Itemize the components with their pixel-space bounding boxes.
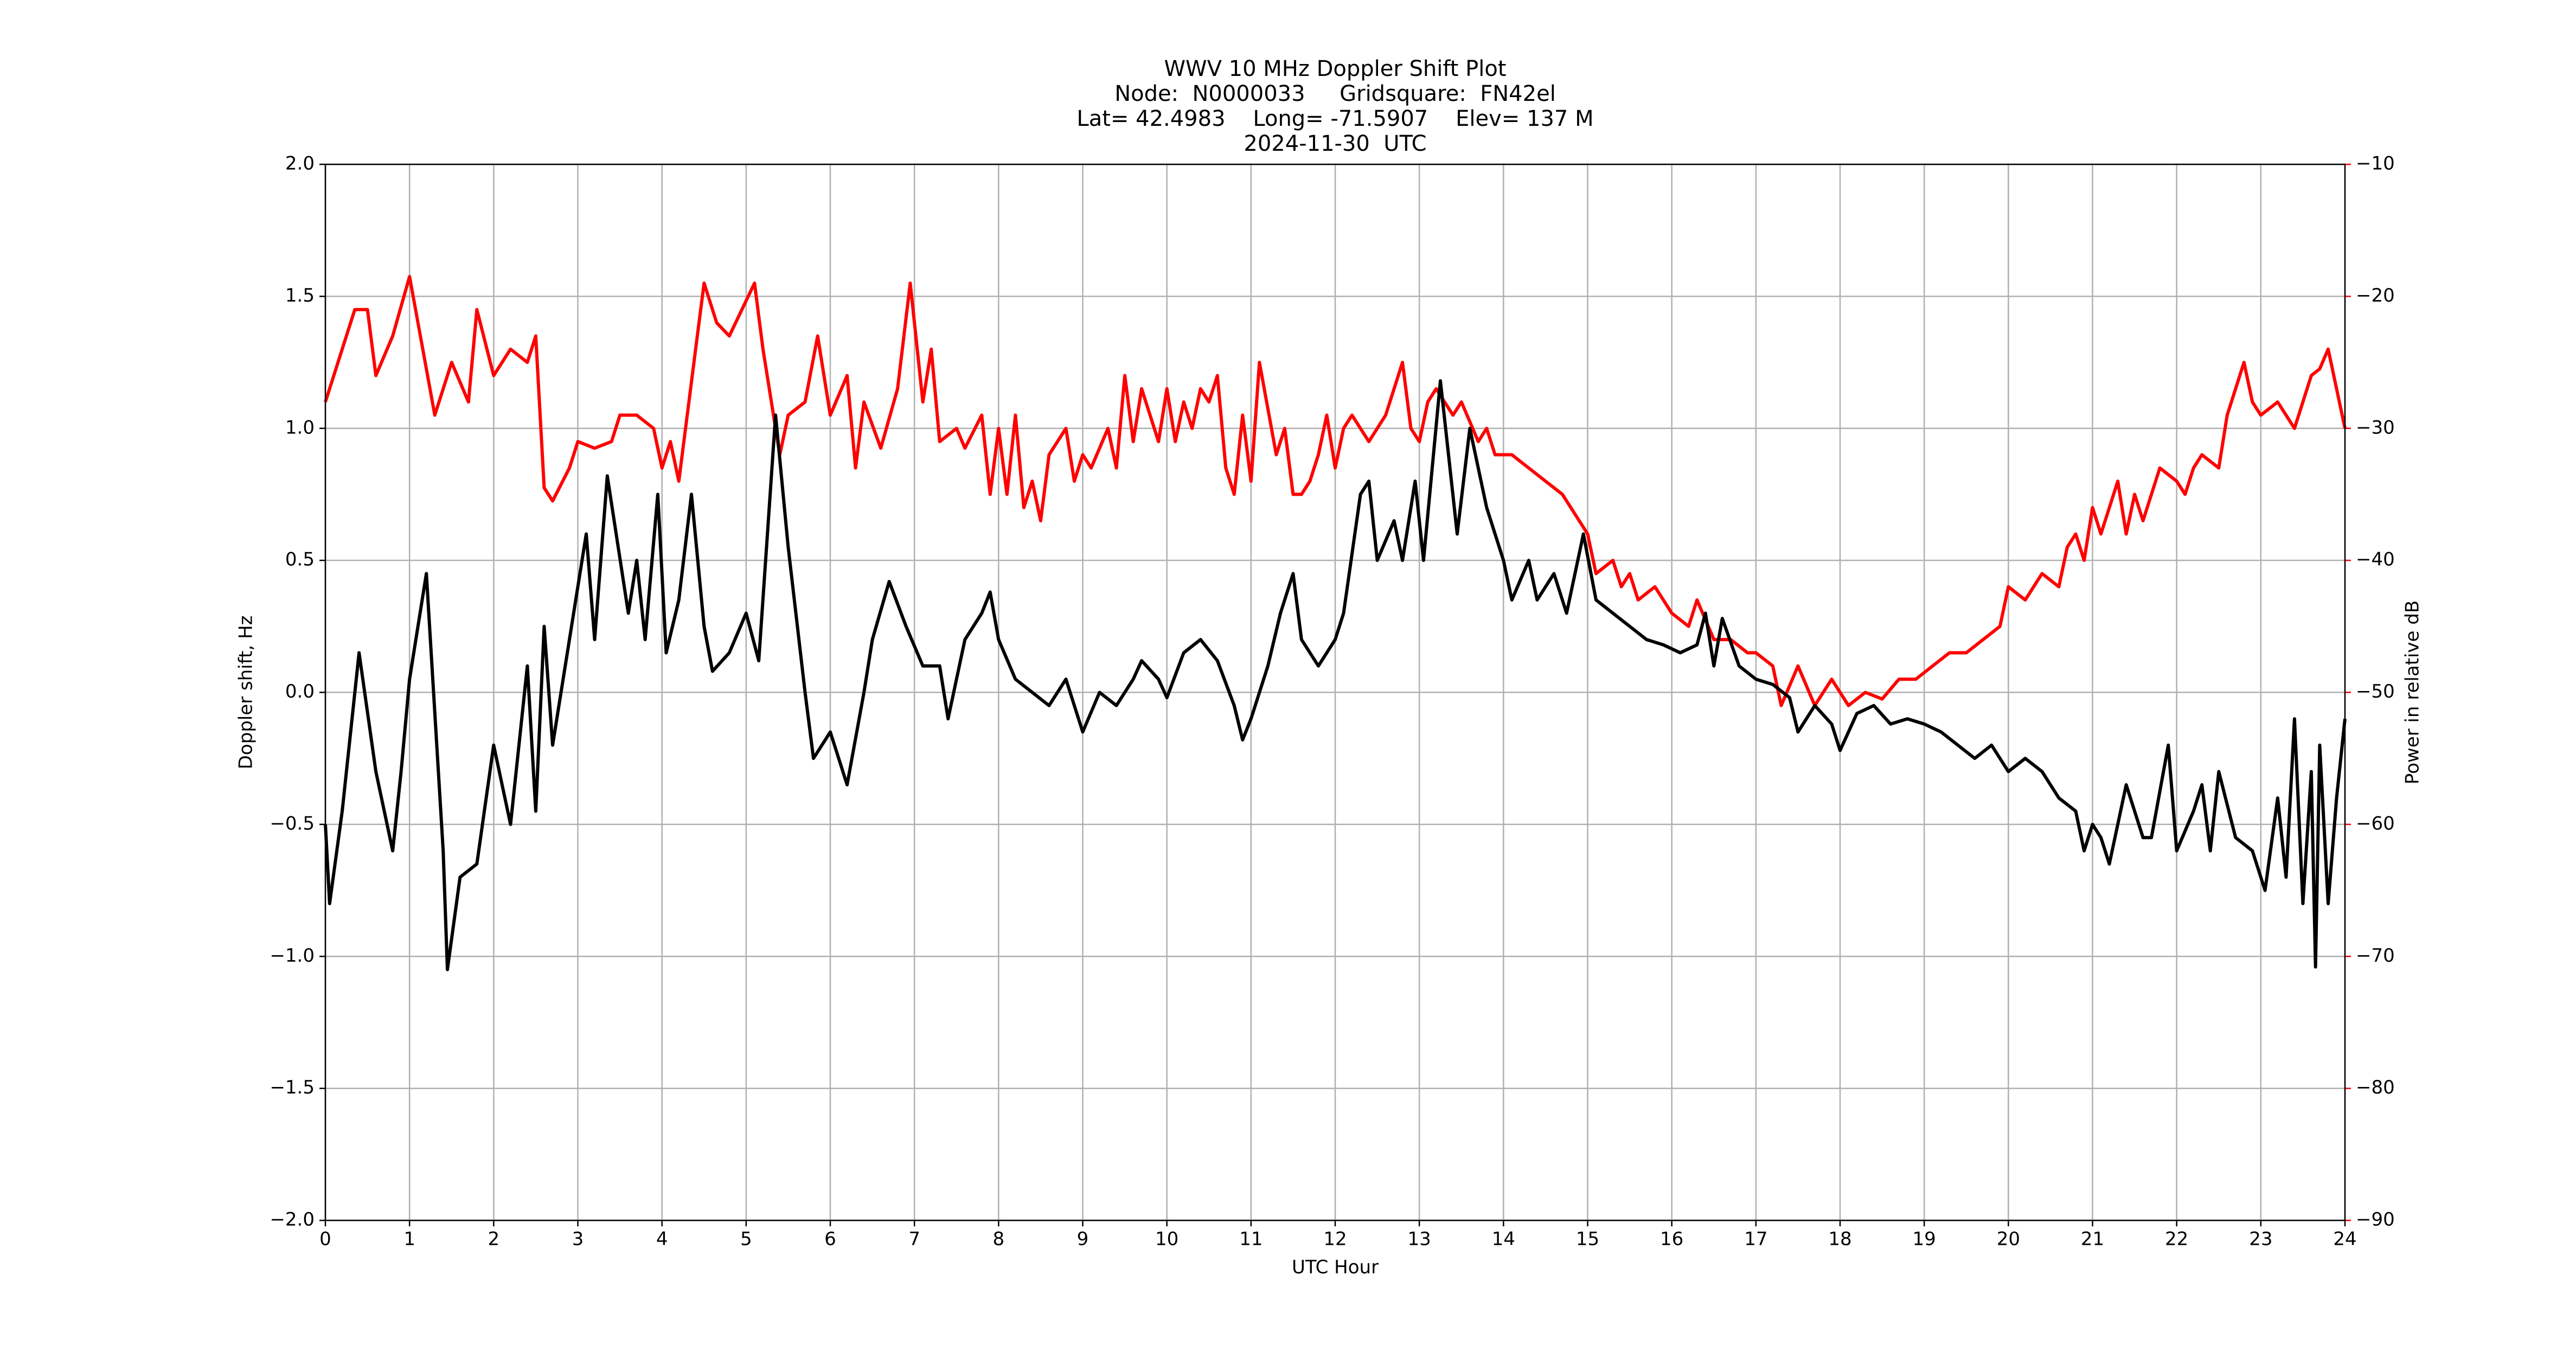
x-tick-label: 6: [824, 1229, 836, 1250]
y-tick-label: 1.5: [285, 285, 315, 306]
y2-tick-label: −30: [2356, 417, 2395, 438]
y-tick-label: 2.0: [285, 153, 315, 175]
x-tick-label: 14: [1492, 1229, 1515, 1250]
x-tick-label: 16: [1660, 1229, 1683, 1250]
x-tick-label: 0: [319, 1229, 331, 1250]
x-tick-label: 3: [572, 1229, 584, 1250]
x-tick-label: 24: [2333, 1229, 2356, 1250]
x-tick-label: 18: [1828, 1229, 1851, 1250]
series-line: [324, 379, 2347, 971]
y2-tick-label: −40: [2356, 549, 2395, 571]
x-tick-label: 1: [403, 1229, 415, 1250]
x-tick-label: 2: [488, 1229, 500, 1250]
x-tick-label: 17: [1744, 1229, 1767, 1250]
x-tick-label: 19: [1913, 1229, 1936, 1250]
x-tick-label: 15: [1576, 1229, 1599, 1250]
y-tick-label: −2.0: [270, 1209, 315, 1231]
y2-tick-label: −10: [2356, 153, 2395, 175]
y-axis-label: Doppler shift, Hz: [235, 616, 257, 770]
x-tick-label: 7: [908, 1229, 920, 1250]
x-axis-label: UTC Hour: [1292, 1257, 1379, 1278]
x-tick-label: 23: [2249, 1229, 2272, 1250]
x-tick-label: 9: [1077, 1229, 1089, 1250]
y-tick-label: 1.0: [285, 417, 315, 438]
x-tick-label: 22: [2165, 1229, 2188, 1250]
y-tick-label: −1.0: [270, 945, 315, 967]
y-tick-label: 0.5: [285, 549, 315, 571]
y-tick-label: −1.5: [270, 1077, 315, 1098]
chart-title: Lat= 42.4983 Long= -71.5907 Elev= 137 M: [1076, 106, 1593, 131]
x-tick-label: 12: [1323, 1229, 1347, 1250]
y-tick-label: 0.0: [285, 681, 315, 702]
chart-title: WWV 10 MHz Doppler Shift Plot: [1164, 56, 1506, 81]
y2-tick-label: −60: [2356, 813, 2395, 834]
y2-tick-label: −20: [2356, 285, 2395, 306]
x-tick-label: 13: [1408, 1229, 1431, 1250]
y2-tick-label: −90: [2356, 1209, 2395, 1231]
x-tick-label: 21: [2081, 1229, 2104, 1250]
y2-axis-label: Power in relative dB: [2402, 600, 2424, 784]
y2-tick-label: −70: [2356, 945, 2395, 967]
chart-title: 2024-11-30 UTC: [1244, 131, 1426, 156]
y2-tick-label: −50: [2356, 681, 2395, 702]
series-line: [324, 274, 2347, 707]
x-tick-label: 20: [1997, 1229, 2020, 1250]
x-tick-label: 10: [1155, 1229, 1178, 1250]
plot-frame: [324, 163, 2346, 1221]
y-tick-label: −0.5: [270, 813, 315, 834]
x-tick-label: 5: [740, 1229, 752, 1250]
y2-tick-label: −80: [2356, 1077, 2395, 1098]
x-tick-label: 11: [1239, 1229, 1263, 1250]
x-tick-label: 4: [656, 1229, 668, 1250]
x-tick-label: 8: [993, 1229, 1005, 1250]
chart-title: Node: N0000033 Gridsquare: FN42el: [1114, 81, 1556, 106]
